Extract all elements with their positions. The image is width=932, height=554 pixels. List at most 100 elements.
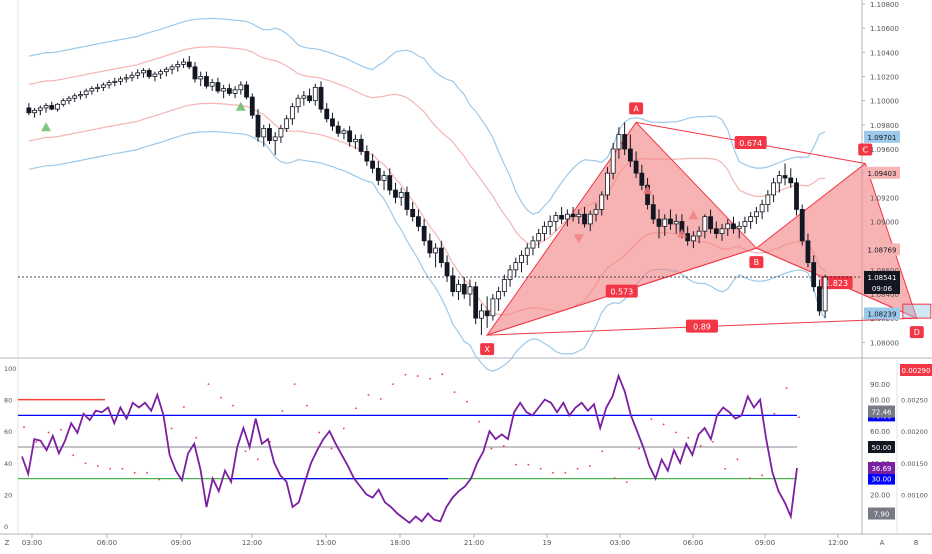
candle-body (261, 128, 267, 138)
time-tick-label: 03:00 (610, 539, 630, 547)
candle-body (731, 223, 736, 230)
candle (490, 294, 496, 321)
candle (542, 221, 547, 241)
candle-body (26, 107, 32, 114)
candle-body (564, 213, 570, 220)
candle-body (410, 209, 416, 218)
candle-body (662, 218, 668, 227)
candle-body (284, 118, 290, 129)
candle-body (370, 160, 375, 169)
price-tag-label: 1.09701 (868, 134, 897, 142)
signal-triangle (573, 234, 584, 244)
candle (255, 109, 261, 142)
oscillator-dot (318, 431, 321, 434)
candle (175, 60, 181, 72)
rsi-left-tick: 60 (4, 428, 12, 436)
candle (26, 103, 32, 116)
oscillator-dot (47, 431, 50, 434)
price-tag-box (864, 130, 900, 143)
candle (410, 202, 416, 222)
candle-body (736, 225, 742, 230)
oscillator-dot (35, 440, 38, 443)
candle-body (335, 125, 341, 134)
oscillator-dot (638, 447, 640, 450)
rsi-level-tag-box (868, 472, 895, 485)
ratio-label-box (605, 284, 638, 298)
oscillator-dot (133, 471, 136, 474)
rsi-value-tag-box (868, 462, 895, 475)
candle-body (37, 107, 43, 111)
candle-body (582, 213, 587, 225)
price-tag-label: 1.08769 (868, 246, 897, 254)
time-tick-label: 03:00 (22, 539, 42, 547)
candle-body (43, 105, 49, 109)
pattern-point-label: B (754, 258, 760, 267)
candle-body (776, 175, 782, 184)
candle (702, 214, 708, 239)
candle (731, 216, 736, 234)
oscillator-dot (539, 467, 542, 470)
candle-body (696, 230, 702, 237)
time-tick-label: 09:00 (171, 539, 191, 547)
oscillator-dot (736, 458, 739, 461)
oscillator-dot (601, 450, 604, 453)
candle-body (479, 310, 484, 319)
pattern-point-label: C (862, 146, 868, 155)
pattern-point-box (909, 326, 924, 339)
candle (553, 211, 559, 232)
ratio-label-box (685, 319, 718, 333)
candle-body (295, 97, 301, 108)
oscillator-dot (527, 463, 530, 466)
candle-body (444, 262, 450, 277)
candle-body (616, 134, 622, 150)
candle-body (141, 70, 146, 74)
candle (450, 267, 456, 297)
candle-body (788, 177, 794, 184)
candle (771, 178, 776, 203)
time-tick-label: 06:00 (683, 539, 703, 547)
candle (484, 296, 490, 328)
candle (662, 214, 668, 236)
candle (467, 279, 473, 307)
candle (118, 76, 123, 85)
candle-body (484, 310, 490, 317)
candle (232, 86, 238, 99)
candle-body (49, 105, 55, 110)
candle-body (163, 68, 169, 73)
price-tag-label: 1.09403 (868, 170, 897, 178)
candle-body (753, 211, 759, 218)
candle (204, 71, 209, 89)
signal-triangle (642, 185, 653, 195)
signal-triangle (41, 122, 52, 132)
candle (261, 124, 267, 147)
candle (112, 77, 118, 87)
candle (742, 216, 748, 234)
price-axis[interactable]: 1.10800 1.10600 1.10400 1.10200 1.10000 1.098… (862, 1, 900, 347)
candle (530, 236, 536, 256)
candle-body (387, 175, 393, 191)
rsi-level-tag-box (868, 441, 895, 453)
candle (536, 228, 542, 249)
candle (782, 163, 788, 186)
candle-body (398, 192, 404, 198)
candles (26, 55, 828, 336)
candle (524, 243, 530, 265)
candle (564, 209, 570, 227)
candle-body (817, 286, 822, 312)
time-axis[interactable]: 03:00 06:00 09:00 12:00 15:00 18:00 21:00 19 03:… (5, 534, 919, 547)
candle (43, 103, 49, 113)
candle (639, 164, 645, 191)
pattern-point-box (629, 102, 644, 115)
candle-body (501, 279, 507, 292)
candle-body (587, 213, 593, 225)
oscillator-dot (342, 427, 345, 430)
candle-body (427, 240, 433, 254)
price-tick-label: 1.08400 (870, 291, 899, 299)
candle (610, 142, 616, 180)
candle (312, 83, 318, 106)
candle (370, 153, 375, 174)
oscillator-dot (195, 436, 198, 439)
candle-body (650, 204, 656, 220)
ratio-label: 0.573 (610, 288, 633, 297)
